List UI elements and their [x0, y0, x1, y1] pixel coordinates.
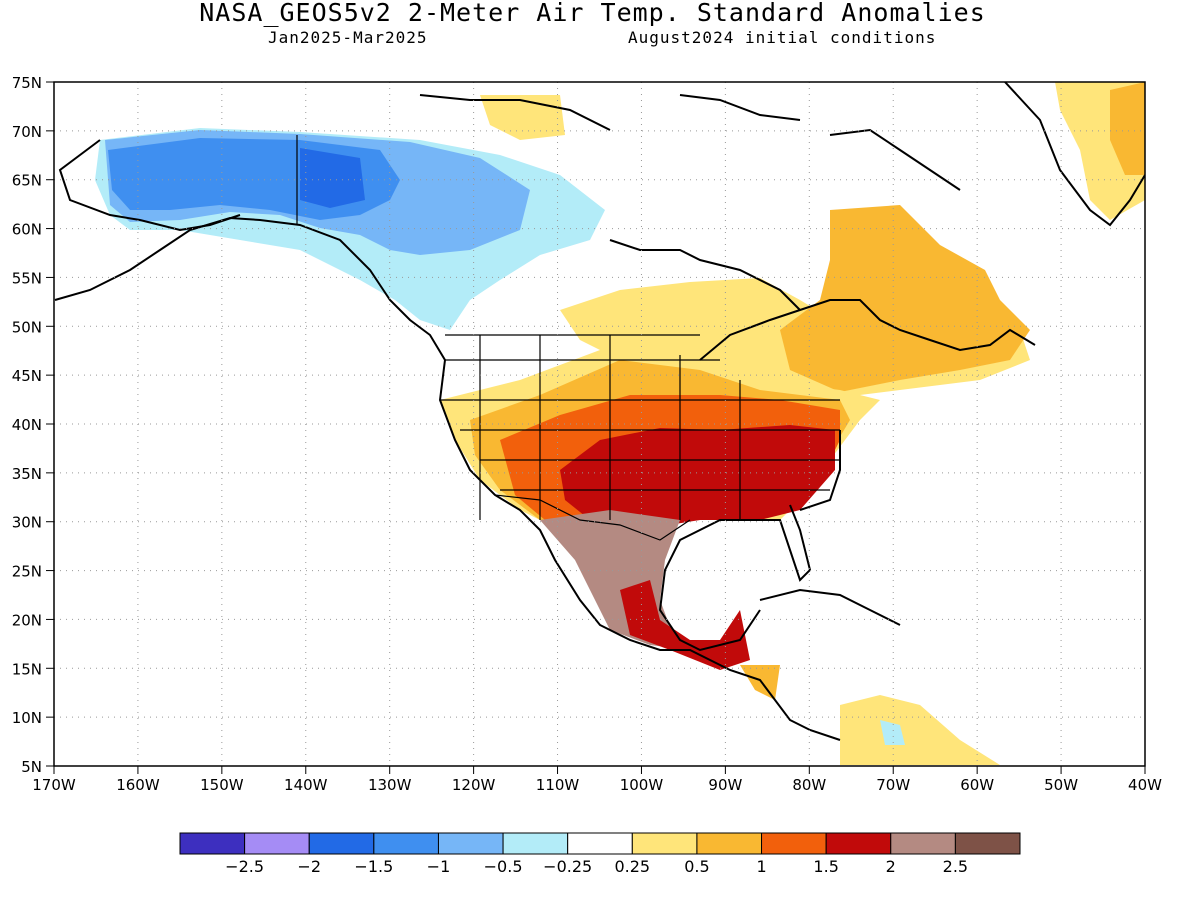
- colorbar-legend: −2.5 −2 −1.5 −1 −0.5 −0.25 0.25 0.5 1 1.5 2 2.5: [179, 832, 1021, 876]
- legend-label: −2: [297, 857, 321, 876]
- longitude-tick-label: 150W: [200, 776, 244, 794]
- gridlines: [54, 82, 1145, 766]
- legend-label: 0.25: [614, 857, 650, 876]
- coastlines: [54, 82, 1145, 741]
- legend-swatch: [890, 832, 956, 855]
- legend-swatch: [373, 832, 439, 855]
- longitude-tick-label: 70W: [876, 776, 910, 794]
- legend-label: −2.5: [225, 857, 264, 876]
- longitude-tick-label: 130W: [368, 776, 412, 794]
- cold-south-america: [880, 720, 905, 745]
- legend-label: −1: [427, 857, 451, 876]
- latitude-tick-label: 20N: [12, 611, 42, 629]
- latitude-tick-label: 60N: [12, 221, 42, 239]
- latitude-tick-label: 45N: [12, 367, 42, 385]
- forecast-period: Jan2025-Mar2025: [268, 28, 428, 47]
- latitude-tick-label: 25N: [12, 563, 42, 581]
- warm-central-america: [740, 665, 780, 700]
- longitude-tick-label: 40W: [1128, 776, 1162, 794]
- legend-swatch: [825, 832, 892, 855]
- warm-greenland-orange: [1110, 82, 1145, 175]
- longitude-tick-label: 100W: [620, 776, 664, 794]
- legend-label: 2.5: [943, 857, 968, 876]
- warm-canada-orange: [780, 205, 1030, 392]
- legend-label: −1.5: [354, 857, 393, 876]
- longitude-labels: 170W 160W 150W 140W 130W 120W 110W 100W 90W 80W 70…: [32, 766, 1162, 794]
- legend-label: −0.5: [484, 857, 523, 876]
- legend-label: 1: [756, 857, 766, 876]
- legend-label: −0.25: [543, 857, 592, 876]
- warm-us-red: [560, 425, 835, 528]
- longitude-tick-label: 80W: [792, 776, 826, 794]
- longitude-tick-label: 160W: [116, 776, 160, 794]
- latitude-tick-label: 15N: [12, 660, 42, 678]
- map-title: NASA_GEOS5v2 2-Meter Air Temp. Standard …: [199, 0, 986, 27]
- legend-label: 1.5: [813, 857, 838, 876]
- legend-label: 2: [886, 857, 896, 876]
- latitude-tick-label: 40N: [12, 416, 42, 434]
- longitude-tick-label: 50W: [1044, 776, 1078, 794]
- latitude-tick-label: 70N: [12, 123, 42, 141]
- longitude-tick-label: 60W: [960, 776, 994, 794]
- legend-swatch: [954, 832, 1021, 855]
- legend-swatch: [761, 832, 827, 855]
- political-borders: [296, 135, 840, 541]
- longitude-tick-label: 110W: [536, 776, 580, 794]
- legend-swatch: [244, 832, 310, 855]
- warm-arctic-patch: [480, 95, 565, 140]
- legend-swatch: [631, 832, 698, 855]
- warm-south-america: [840, 695, 1000, 765]
- legend-swatch: [179, 832, 246, 855]
- latitude-tick-label: 35N: [12, 465, 42, 483]
- legend-swatch: [502, 832, 569, 855]
- latitude-labels: 75N 70N 65N 60N 55N 50N 45N 40N 35N 30N 25N 20N 15N 1…: [12, 74, 54, 776]
- latitude-tick-label: 65N: [12, 172, 42, 190]
- latitude-tick-label: 30N: [12, 514, 42, 532]
- legend-swatch: [696, 832, 763, 855]
- initial-conditions-label: August2024 initial conditions: [628, 28, 937, 47]
- latitude-tick-label: 75N: [12, 74, 42, 92]
- warm-mexico-red: [620, 580, 750, 670]
- latitude-tick-label: 50N: [12, 318, 42, 336]
- longitude-tick-label: 90W: [708, 776, 742, 794]
- legend-label: 0.5: [684, 857, 709, 876]
- longitude-tick-label: 140W: [284, 776, 328, 794]
- longitude-tick-label: 170W: [32, 776, 76, 794]
- latitude-tick-label: 5N: [21, 758, 42, 776]
- legend-swatch: [567, 832, 633, 855]
- legend-swatch: [437, 832, 504, 855]
- latitude-tick-label: 55N: [12, 269, 42, 287]
- latitude-tick-label: 10N: [12, 709, 42, 727]
- legend-swatch: [308, 832, 375, 855]
- longitude-tick-label: 120W: [452, 776, 496, 794]
- cold-region-deep: [300, 148, 365, 208]
